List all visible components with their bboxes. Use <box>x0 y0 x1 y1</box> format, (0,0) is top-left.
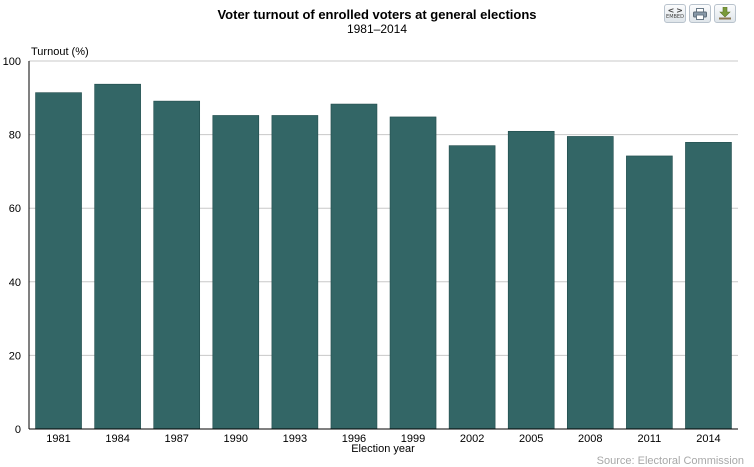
bars <box>35 83 732 430</box>
y-tick-label-0: 0 <box>15 424 21 436</box>
embed-label: EMBED <box>666 14 684 20</box>
x-tick-label-2011: 2011 <box>638 433 662 445</box>
y-tick-label-60: 60 <box>9 203 21 215</box>
print-icon <box>693 7 707 20</box>
embed-icon: < > <box>667 6 683 15</box>
x-tick-label-2005: 2005 <box>519 433 543 445</box>
embed-button[interactable]: < > EMBED <box>664 4 686 23</box>
chart-toolbar: < > EMBED <box>664 4 736 23</box>
x-tick-label-1999: 1999 <box>401 433 425 445</box>
bar-2014[interactable] <box>685 142 732 430</box>
y-tick-label-80: 80 <box>9 130 21 142</box>
x-axis-title: Election year <box>351 443 415 455</box>
bar-1981[interactable] <box>35 92 82 430</box>
bar-1996[interactable] <box>330 103 378 430</box>
print-button[interactable] <box>689 4 711 23</box>
x-tick-label-1990: 1990 <box>224 433 248 445</box>
x-tick-label-1984: 1984 <box>105 433 129 445</box>
gridlines <box>29 60 738 356</box>
x-tick-label-1996: 1996 <box>342 433 366 445</box>
bar-1999[interactable] <box>389 116 437 430</box>
x-tick-label-1993: 1993 <box>283 433 307 445</box>
download-button[interactable] <box>714 4 736 23</box>
bar-1984[interactable] <box>94 83 141 430</box>
bar-2008[interactable] <box>566 136 614 430</box>
y-tick-label-100: 100 <box>3 56 21 68</box>
bar-1987[interactable] <box>153 100 201 430</box>
tick-labels: 0 20 40 60 80 100 1981 1984 1987 1990 1993 1996 1999… <box>3 56 721 445</box>
chart-title: Voter turnout of enrolled voters at gene… <box>217 7 537 22</box>
axes <box>28 61 738 430</box>
x-tick-label-2014: 2014 <box>696 433 720 445</box>
bar-1993[interactable] <box>271 115 319 430</box>
x-tick-label-2008: 2008 <box>578 433 602 445</box>
x-tick-label-2002: 2002 <box>460 433 484 445</box>
bar-2011[interactable] <box>626 155 673 430</box>
y-tick-label-20: 20 <box>9 350 21 362</box>
chart-subtitle: 1981–2014 <box>346 22 408 36</box>
bar-2005[interactable] <box>507 130 555 430</box>
download-icon <box>719 7 731 20</box>
y-axis-title: Turnout (%) <box>31 46 89 58</box>
bar-1990[interactable] <box>212 115 260 430</box>
x-tick-label-1981: 1981 <box>46 433 70 445</box>
x-tick-label-1987: 1987 <box>164 433 188 445</box>
bar-2002[interactable] <box>448 145 496 430</box>
source-note: Source: Electoral Commission <box>596 455 744 467</box>
y-tick-label-40: 40 <box>9 277 21 289</box>
